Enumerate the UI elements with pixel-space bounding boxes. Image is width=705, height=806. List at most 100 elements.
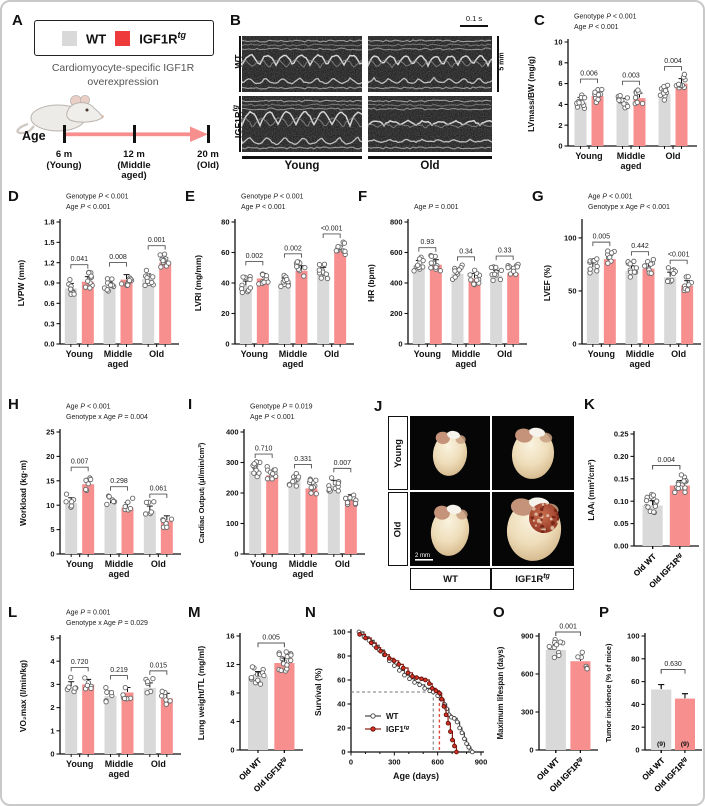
svg-text:6: 6 [558, 79, 562, 88]
heart-col-label-wt-box: WT [410, 568, 491, 590]
svg-text:100: 100 [627, 632, 640, 641]
echo-depth-scale-label: 5 mm [498, 52, 506, 71]
echo-col-label-young: Young [284, 160, 320, 172]
svg-text:0: 0 [529, 746, 533, 755]
svg-text:0.331: 0.331 [294, 456, 312, 463]
wt-legend-label: WT [85, 31, 107, 47]
svg-text:0.00: 0.00 [614, 542, 629, 551]
svg-text:600: 600 [431, 758, 444, 767]
chart-lvri: Genotype P < 0.001 Age P < 0.001 0 20 40 60 80… [193, 194, 354, 369]
svg-text:8: 8 [230, 689, 234, 698]
svg-text:400: 400 [390, 279, 403, 288]
svg-text:0: 0 [225, 340, 229, 349]
panel-letter-d: D [8, 188, 19, 205]
svg-text:Age P < 0.001: Age P < 0.001 [66, 404, 111, 411]
timeline-arrowhead [190, 126, 208, 142]
svg-text:HR (bpm): HR (bpm) [366, 264, 376, 302]
svg-text:2: 2 [50, 703, 54, 712]
echo-cell [242, 36, 362, 92]
chart-cardiac-output: Genotype P = 0.019 Age P < 0.001 0 100 200 30… [197, 404, 365, 579]
chart-lvmass-bw: Genotype P < 0.001 Age P < 0.001 0 2 4 6 8 10 LV… [526, 14, 697, 171]
svg-text:0.002: 0.002 [284, 245, 302, 252]
chart-laa: 0.00 0.05 0.10 0.15 0.20 0.25 LAAᵢ (mm²/cm²) 0.… [586, 430, 699, 590]
svg-text:2 mm: 2 mm [415, 553, 430, 559]
panel-k: K 0.00 0.05 0.10 0.15 0.20 0.25 LAAᵢ (mm²/cm²)… [584, 394, 703, 604]
svg-text:Old WT: Old WT [632, 552, 658, 578]
svg-text:1.8: 1.8 [44, 218, 54, 227]
svg-text:aged: aged [108, 769, 129, 779]
svg-text:300: 300 [521, 708, 534, 717]
svg-text:0.002: 0.002 [246, 253, 264, 260]
panel-p: P 0 20 40 60 80 100 Tumor incidence (% of mice… [599, 602, 703, 804]
svg-text:Middle: Middle [105, 559, 134, 569]
svg-text:600: 600 [521, 670, 534, 679]
tick-label-6m: 6 m [56, 149, 72, 160]
svg-text:Middle: Middle [452, 349, 481, 359]
echo-row-label-wt: WT [233, 42, 244, 82]
svg-text:0: 0 [349, 758, 353, 767]
svg-text:(9): (9) [657, 741, 665, 748]
svg-text:Old: Old [666, 151, 681, 161]
svg-text:0.34: 0.34 [459, 248, 473, 255]
heart-row-label-old: Old [392, 521, 404, 537]
svg-text:0.9: 0.9 [44, 279, 54, 288]
panel-letter-b: B [230, 12, 241, 29]
tick-label-middle: (Middle [117, 160, 150, 171]
svg-text:2: 2 [558, 121, 562, 130]
echo-cell [368, 96, 492, 152]
svg-text:0.001: 0.001 [559, 624, 577, 631]
svg-text:0.25: 0.25 [614, 430, 629, 439]
chart-lvpw: Genotype P < 0.001 Age P < 0.001 0.0 0.3 0.6… [16, 194, 179, 369]
svg-text:0.20: 0.20 [614, 452, 629, 461]
svg-text:20: 20 [46, 452, 54, 461]
panel-a-caption: Cardiomyocyte-specific IGF1R overexpress… [51, 62, 195, 88]
timeline-tick-20m [207, 125, 210, 143]
svg-text:4: 4 [50, 657, 55, 666]
svg-text:8: 8 [558, 58, 562, 67]
panel-letter-h: H [8, 396, 19, 413]
echo-row-bracket-1 [239, 36, 241, 92]
svg-text:Old: Old [324, 349, 339, 359]
svg-text:aged: aged [629, 359, 650, 369]
svg-text:15: 15 [46, 476, 54, 485]
svg-text:Age P < 0.001: Age P < 0.001 [250, 414, 295, 421]
chart-lung-weight: 0 4 8 12 16 Lung weight/TL (mg/ml) 0.005 Old WT… [196, 632, 303, 794]
svg-text:Old WT: Old WT [237, 756, 263, 782]
svg-text:0.005: 0.005 [262, 635, 280, 642]
panel-m: M 0 4 8 12 16 Lung weight/TL (mg/ml) 0.005 Old … [188, 602, 308, 804]
mouse-eye [85, 108, 89, 112]
svg-text:0.007: 0.007 [71, 459, 89, 466]
svg-text:0.298: 0.298 [110, 478, 128, 485]
svg-text:Maximum lifespan (days): Maximum lifespan (days) [496, 646, 505, 739]
tick-label-old: (Old) [197, 160, 219, 171]
panel-c: C Genotype P < 0.001 Age P < 0.001 0 2 4 6 8 10… [508, 6, 703, 182]
svg-text:aged: aged [455, 359, 476, 369]
svg-text:Young: Young [241, 349, 268, 359]
panel-b: B WT IGF1Rtg 0.1 s 5 mm Young Old [230, 10, 510, 182]
svg-text:600: 600 [390, 248, 403, 257]
chart-hr: Age P = 0.001 0 200 400 600 800 HR (bpm) 0.93 Yo… [366, 204, 527, 369]
svg-text:Old: Old [151, 759, 166, 769]
svg-text:0.720: 0.720 [71, 659, 89, 666]
svg-text:0.061: 0.061 [150, 486, 168, 493]
svg-text:20: 20 [221, 309, 229, 318]
svg-text:LVmass/BW (mg/g): LVmass/BW (mg/g) [526, 56, 536, 132]
svg-text:0.001: 0.001 [148, 237, 166, 244]
chart-workload: Age P < 0.001 Genotype x Age P = 0.004 0 5 1… [18, 404, 181, 579]
mouse-illustration [16, 94, 104, 135]
chart-vo2max: Age P = 0.001 Genotype x Age P = 0.029 0 1 2… [18, 610, 181, 779]
svg-text:400: 400 [226, 428, 239, 437]
tick-label-aged: aged) [121, 170, 146, 180]
svg-text:Age P < 0.001: Age P < 0.001 [574, 24, 619, 31]
svg-text:0.015: 0.015 [150, 662, 168, 669]
svg-text:IGF1tg: IGF1tg [386, 725, 410, 734]
svg-text:0.10: 0.10 [614, 497, 629, 506]
svg-text:VO₂max (l/min/kg): VO₂max (l/min/kg) [18, 660, 28, 732]
echo-depth-scale-bar [497, 36, 500, 92]
tick-label-12m: 12 m [123, 149, 145, 160]
panel-letter-j: J [374, 398, 383, 415]
svg-text:0.33: 0.33 [498, 248, 512, 255]
svg-text:0.93: 0.93 [421, 239, 435, 246]
svg-text:LAAᵢ (mm²/cm²): LAAᵢ (mm²/cm²) [586, 459, 596, 520]
